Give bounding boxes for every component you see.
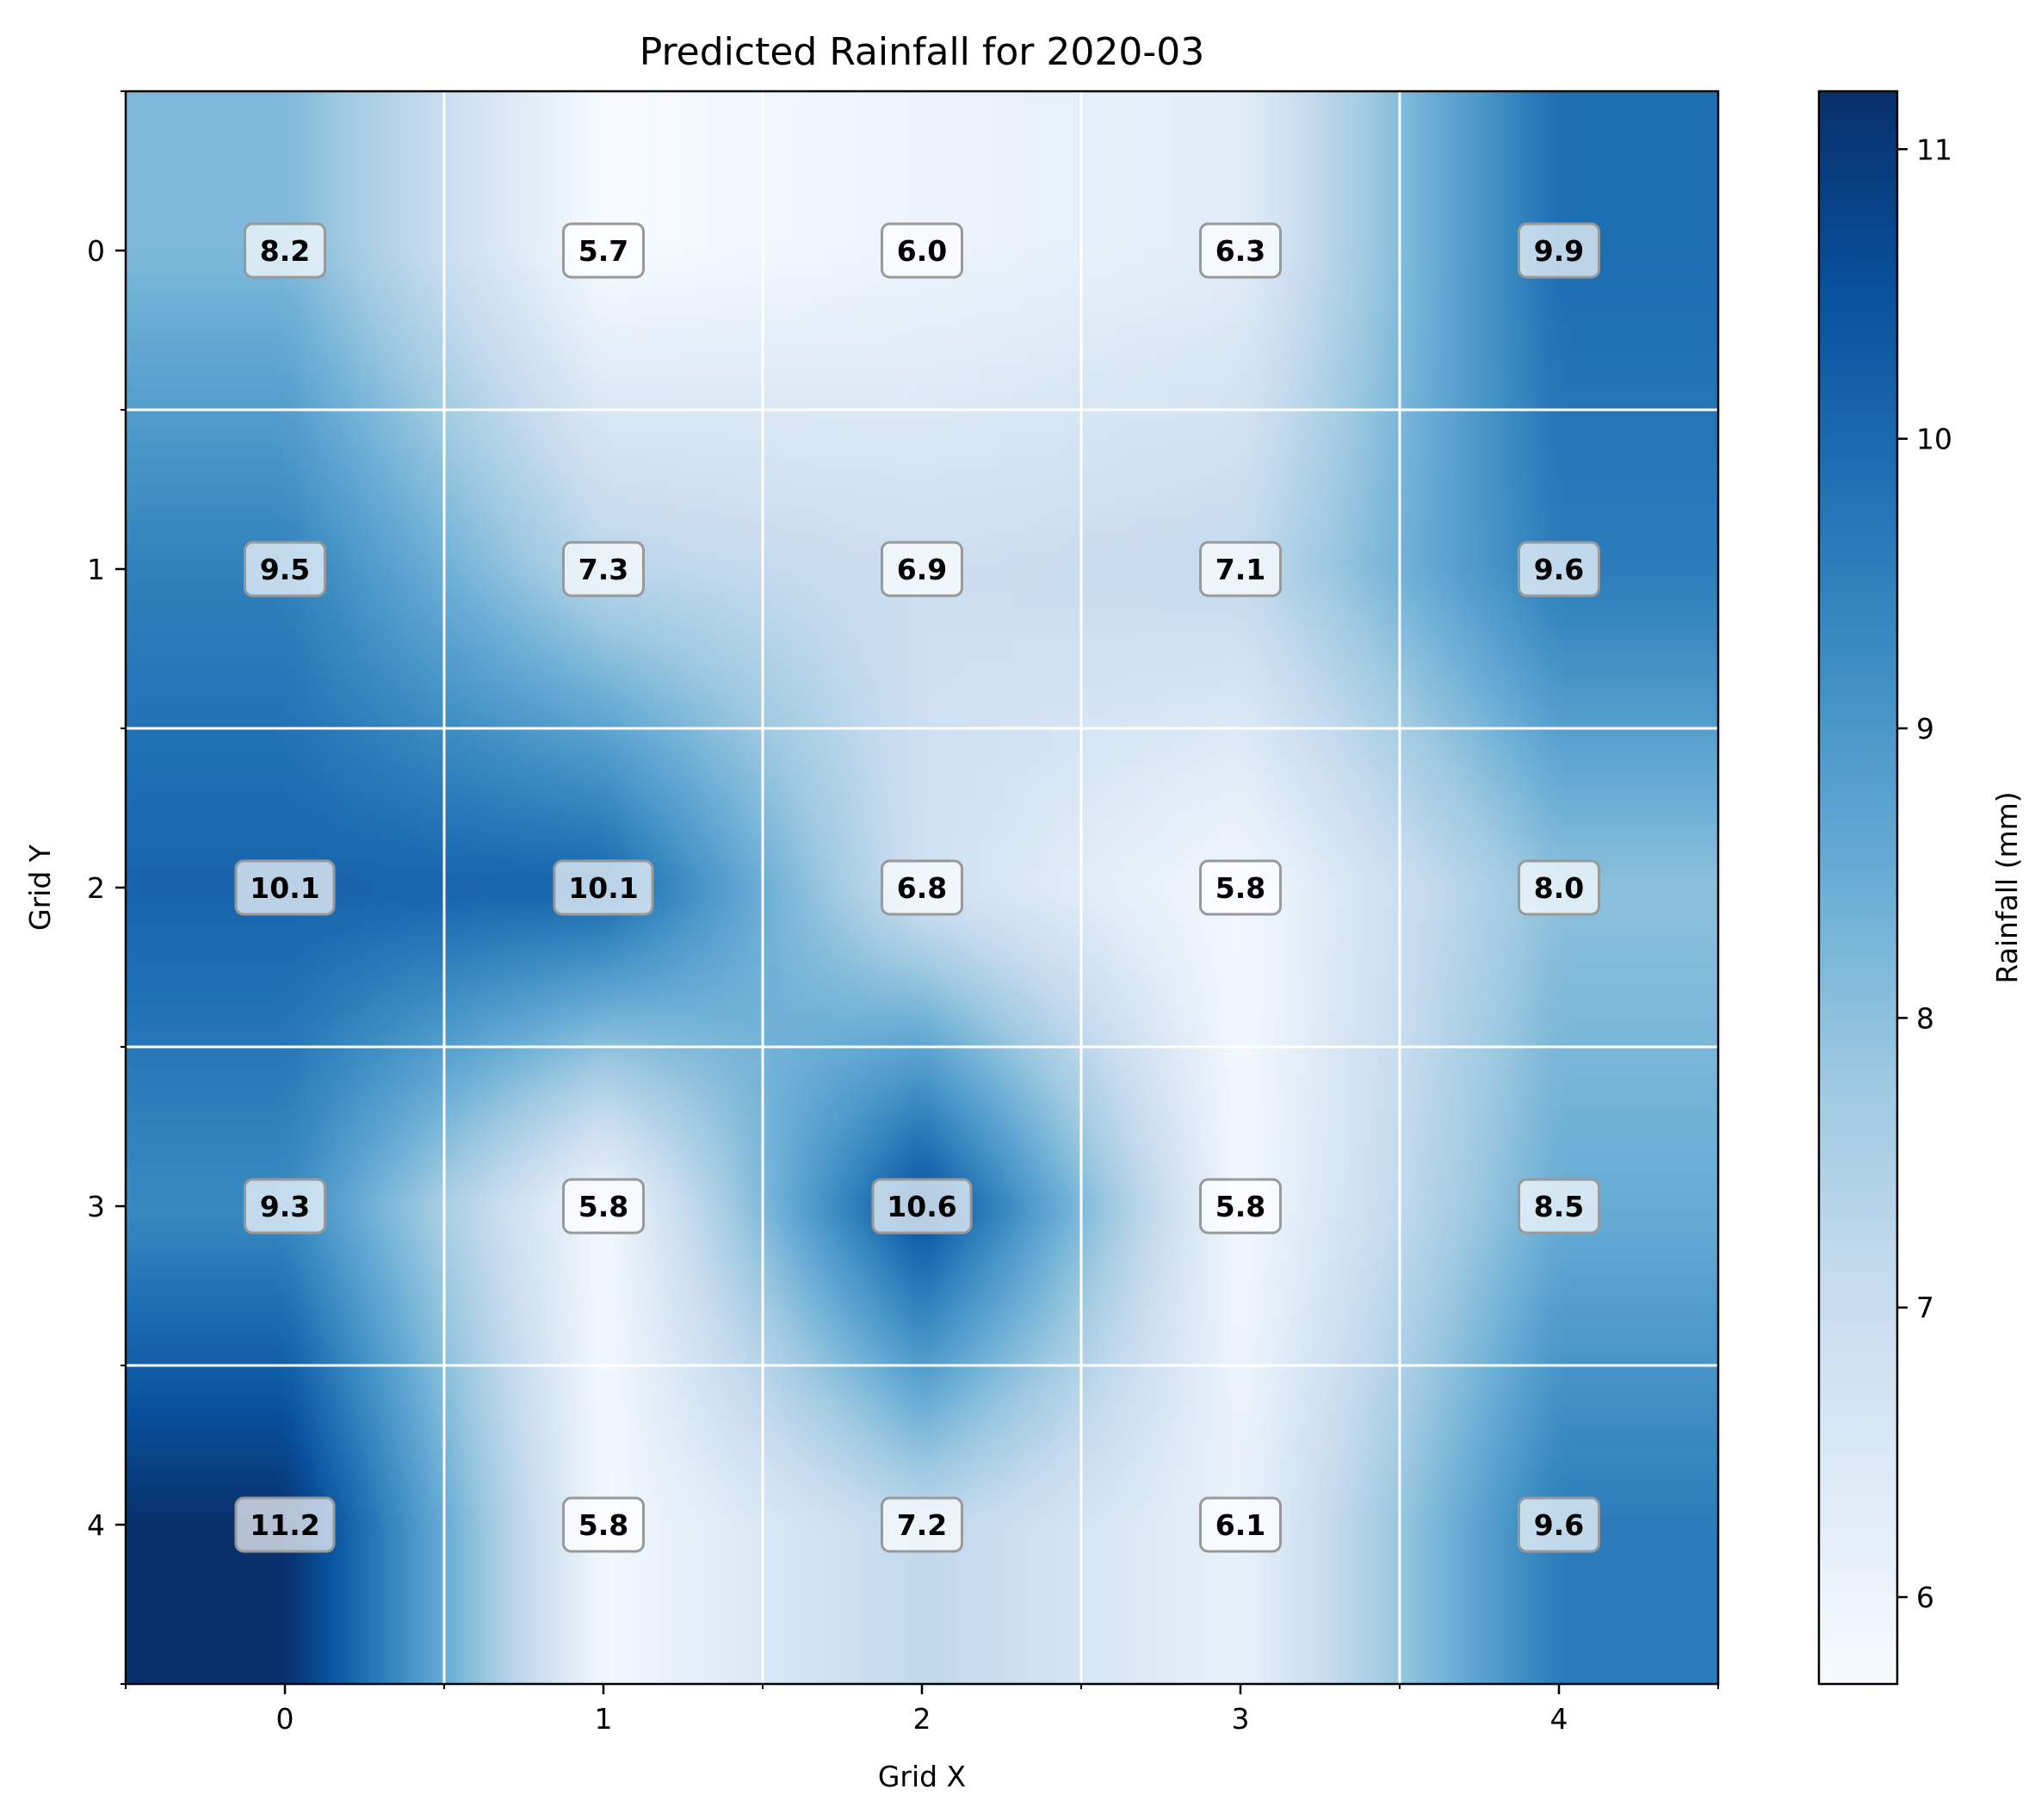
colorbar-tick-label: 10 — [1916, 423, 1952, 456]
cell-label-box — [244, 1178, 326, 1235]
cell-value-label: 5.8 — [1215, 871, 1265, 905]
cell-value-label: 9.6 — [1534, 553, 1584, 586]
cell-value-label: 7.2 — [897, 1508, 947, 1542]
cell-label-box — [562, 541, 645, 597]
cell-value-label: 5.8 — [578, 1508, 628, 1542]
cell-value-label: 10.6 — [887, 1190, 956, 1223]
cell-label-box — [881, 859, 963, 916]
chart-title: Predicted Rainfall for 2020-03 — [640, 30, 1204, 74]
cell-label-box — [553, 859, 654, 916]
cell-label-box — [562, 1178, 645, 1235]
cell-label-box — [562, 1496, 645, 1553]
cell-value-label: 6.1 — [1215, 1508, 1265, 1542]
cell-label-box — [1518, 1178, 1600, 1235]
x-tick-label: 4 — [1550, 1702, 1568, 1736]
cell-value-label: 10.1 — [250, 871, 319, 905]
cell-label-box — [1199, 222, 1282, 279]
x-axis-label: Grid X — [878, 1760, 966, 1793]
cell-value-label: 7.1 — [1215, 553, 1265, 586]
colorbar-label: Rainfall (mm) — [1990, 791, 2024, 983]
y-tick-label: 2 — [87, 871, 105, 905]
colorbar-tick-label: 7 — [1916, 1291, 1934, 1325]
colorbar-gradient — [1819, 91, 1897, 1684]
x-tick-label: 2 — [913, 1702, 931, 1736]
cell-label-box — [1518, 1496, 1600, 1553]
cell-label-box — [234, 859, 336, 916]
cell-value-label: 6.9 — [897, 553, 947, 586]
colorbar-tick-label: 9 — [1916, 712, 1934, 746]
y-tick-label: 4 — [87, 1508, 105, 1542]
cell-label-box — [1199, 1496, 1282, 1553]
colorbar-tick-label: 6 — [1916, 1581, 1934, 1614]
cell-label-box — [881, 541, 963, 597]
colorbar-tick-label: 8 — [1916, 1001, 1934, 1035]
cell-label-box — [1199, 1178, 1282, 1235]
cell-value-label: 9.6 — [1534, 1508, 1584, 1542]
cell-label-box — [871, 1178, 973, 1235]
cell-value-label: 9.9 — [1534, 234, 1584, 268]
cell-value-label: 8.0 — [1534, 871, 1584, 905]
y-tick-label: 1 — [87, 553, 105, 586]
colorbar-frame — [1817, 90, 1899, 1686]
x-tick-label: 0 — [276, 1702, 294, 1736]
y-tick-label: 0 — [87, 234, 105, 268]
cell-label-box — [244, 222, 326, 279]
cell-label-box — [881, 1496, 963, 1553]
cell-label-box — [244, 541, 326, 597]
cell-value-label: 5.7 — [578, 234, 628, 268]
colorbar-tick-label: 11 — [1916, 133, 1952, 166]
cell-value-label: 5.8 — [578, 1190, 628, 1223]
cell-label-box — [881, 222, 963, 279]
x-tick-label: 1 — [595, 1702, 613, 1736]
cell-value-label: 8.5 — [1534, 1190, 1584, 1223]
x-tick-label: 3 — [1232, 1702, 1250, 1736]
cell-label-box — [1518, 859, 1600, 916]
cell-labels: 8.2 5.7 6.0 6.3 9.9 9.5 7.3 6.9 7.1 9.6 10.1 10.1 6.… — [234, 222, 1600, 1553]
cell-value-label: 6.3 — [1215, 234, 1265, 268]
cell-label-box — [1199, 859, 1282, 916]
cell-value-label: 6.0 — [897, 234, 947, 268]
cell-label-box — [234, 1496, 336, 1553]
cell-value-label: 9.5 — [260, 553, 310, 586]
cell-label-box — [562, 222, 645, 279]
cell-value-label: 6.8 — [897, 871, 947, 905]
axes: 0 1 2 3 4 0 1 2 3 4 — [87, 90, 1720, 1736]
cell-value-label: 8.2 — [260, 234, 310, 268]
y-tick-label: 3 — [87, 1190, 105, 1223]
cell-value-label: 5.8 — [1215, 1190, 1265, 1223]
cell-label-box — [1199, 541, 1282, 597]
colorbar: 6 7 8 9 10 11 — [1817, 90, 1952, 1686]
cell-label-box — [1518, 222, 1600, 279]
cell-value-label: 10.1 — [568, 871, 638, 905]
y-axis-label: Grid Y — [23, 844, 57, 931]
cell-value-label: 9.3 — [260, 1190, 310, 1223]
cell-value-label: 11.2 — [250, 1508, 319, 1542]
cell-label-box — [1518, 541, 1600, 597]
cell-value-label: 7.3 — [578, 553, 628, 586]
